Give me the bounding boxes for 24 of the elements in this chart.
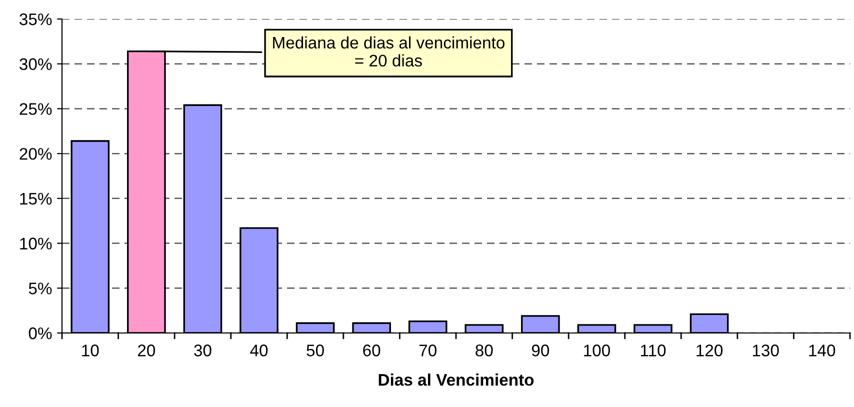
x-tick-label: 140: [809, 344, 836, 356]
x-tick-label: 50: [306, 344, 324, 356]
y-tick-label: 10%: [20, 238, 52, 250]
y-tick-label: 0%: [28, 327, 52, 340]
x-tick-label: 10: [82, 344, 99, 356]
y-tick-label: 20%: [20, 148, 52, 160]
y-tick-label: 25%: [20, 103, 52, 115]
y-tick-label: 5%: [28, 282, 52, 294]
x-tick-label: 130: [752, 344, 779, 356]
x-tick-label: 90: [532, 344, 550, 356]
x-tick-label: 60: [363, 344, 380, 356]
x-tick-label: 30: [194, 344, 212, 356]
x-tick-label: 110: [640, 344, 666, 356]
x-tick-label: 100: [584, 344, 610, 356]
x-tick-label: 80: [476, 344, 493, 356]
x-tick-label: 120: [696, 344, 723, 356]
x-tick-label: 20: [138, 344, 156, 356]
y-tick-label: 35%: [20, 13, 52, 26]
x-axis-title: Dias al Vencimiento: [378, 374, 534, 386]
annotation: Mediana de dias al vencimiento = 20 dias: [273, 36, 504, 67]
y-tick-label: 30%: [20, 58, 52, 70]
x-tick-label: 40: [250, 344, 268, 356]
y-tick-label: 15%: [20, 192, 52, 205]
x-tick-label: 70: [419, 344, 436, 356]
